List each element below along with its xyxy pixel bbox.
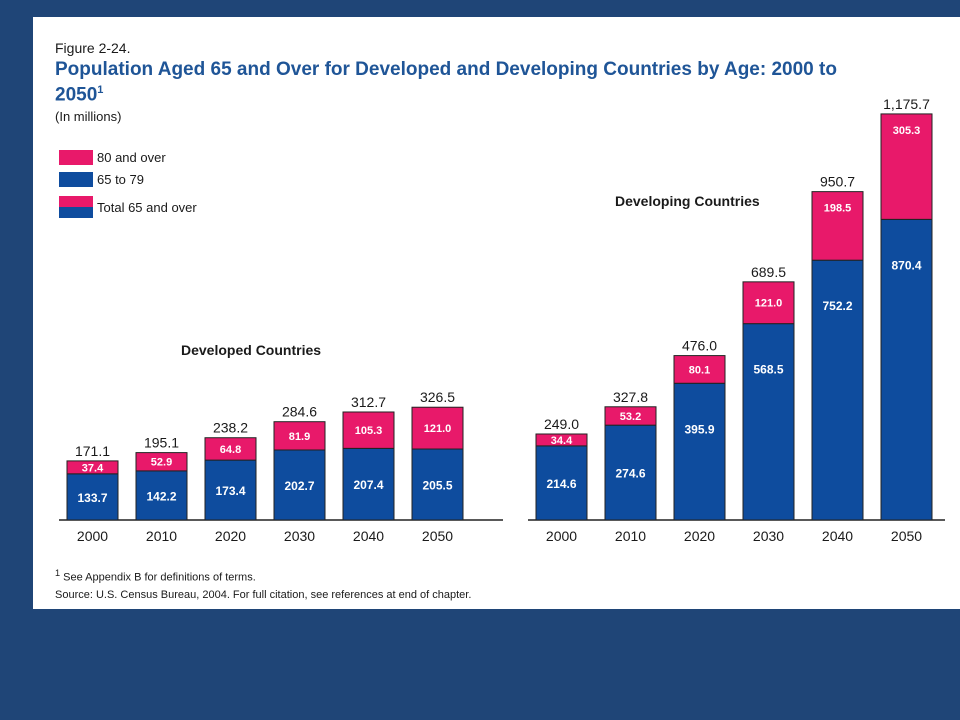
data-label-total: 312.7 [351,394,386,410]
bar-segment-65-to-79 [604,424,657,521]
bar-segment-80-and-over [411,406,464,450]
x-tick-label: 2000 [546,528,577,544]
stacked-bar-chart: Developed Countries 133.7 37.4 171.1 2000 142… [59,96,945,544]
data-label-65-to-79: 202.7 [284,479,314,493]
x-tick-label: 2010 [146,528,177,544]
data-label-80-and-over: 64.8 [220,444,241,456]
data-label-total: 476.0 [682,338,717,354]
units-label: (In millions) [55,109,122,124]
figure-title: Population Aged 65 and Over for Develope… [55,59,885,105]
footnote-text: See Appendix B for definitions of terms. [63,571,256,584]
data-label-65-to-79: 214.6 [546,477,576,491]
legend-item-total: Total 65 and over [59,196,197,218]
data-label-total: 689.5 [751,264,786,280]
legend-swatch-split [59,196,93,218]
footnote-marker: 1 [55,568,61,578]
data-label-total: 249.0 [544,416,579,432]
data-label-80-and-over: 121.0 [755,298,783,310]
data-label-total: 171.1 [75,443,110,459]
legend-item-80-and-over: 80 and over [59,150,166,165]
bar-segment-80-and-over [742,281,795,325]
bar-segment-65-to-79 [673,382,726,521]
data-label-80-and-over: 37.4 [82,462,104,474]
group-label: Developed Countries [181,342,321,358]
data-label-80-and-over: 53.2 [620,411,641,423]
bar-segment-65-to-79 [342,447,395,521]
bar-segment-80-and-over [342,411,395,449]
x-tick-label: 2050 [422,528,453,544]
bar-segment-80-and-over [604,406,657,426]
bar-segment-80-and-over [673,355,726,384]
data-label-65-to-79: 395.9 [684,422,714,436]
figure-label: Figure 2-24. [55,40,131,56]
bar-segment-80-and-over [66,460,119,475]
data-label-total: 195.1 [144,435,179,451]
bar-segment-65-to-79 [742,323,795,521]
data-label-65-to-79: 274.6 [615,467,645,481]
bar-segment-65-to-79 [273,449,326,521]
data-label-65-to-79: 568.5 [753,363,783,377]
data-label-65-to-79: 870.4 [891,258,921,272]
data-label-65-to-79: 205.5 [422,479,452,493]
data-label-80-and-over: 305.3 [893,125,921,137]
x-tick-label: 2040 [353,528,384,544]
bar-segment-80-and-over [811,191,864,261]
source-note: Source: U.S. Census Bureau, 2004. For fu… [55,589,472,601]
data-label-65-to-79: 173.4 [215,484,245,498]
data-label-total: 284.6 [282,404,317,420]
title-superscript: 1 [97,84,104,96]
data-label-total: 1,175.7 [883,96,930,112]
figure-title-text: Population Aged 65 and Over for Develope… [55,59,837,106]
data-label-total: 238.2 [213,420,248,436]
bar-segment-65-to-79 [135,470,188,521]
legend-item-65-to-79: 65 to 79 [59,172,144,187]
data-label-80-and-over: 34.4 [551,435,573,447]
footnote: 1 See Appendix B for definitions of term… [55,568,256,584]
bar-segment-80-and-over [880,113,933,220]
figure-panel: Figure 2-24. Population Aged 65 and Over… [33,17,960,609]
data-label-80-and-over: 80.1 [689,364,710,376]
bar-segment-65-to-79 [411,448,464,521]
data-label-80-and-over: 198.5 [824,203,852,215]
data-label-65-to-79: 207.4 [353,478,383,492]
data-label-total: 327.8 [613,389,648,405]
legend-label: 80 and over [97,150,166,165]
data-label-80-and-over: 121.0 [424,423,452,435]
x-tick-label: 2020 [215,528,246,544]
data-label-65-to-79: 142.2 [146,489,176,503]
x-tick-label: 2000 [77,528,108,544]
legend-label: Total 65 and over [97,199,197,215]
legend-swatch-blue [59,172,93,187]
group-label: Developing Countries [615,193,760,209]
data-label-65-to-79: 752.2 [822,299,852,313]
legend-swatch-pink [59,150,93,165]
x-tick-label: 2040 [822,528,853,544]
data-label-total: 326.5 [420,389,455,405]
data-label-80-and-over: 52.9 [151,457,172,469]
x-tick-label: 2050 [891,528,922,544]
data-label-total: 950.7 [820,174,855,190]
bar-segment-80-and-over [273,421,326,451]
legend-label: 65 to 79 [97,172,144,187]
x-tick-label: 2010 [615,528,646,544]
data-label-65-to-79: 133.7 [77,491,107,505]
bar-segment-80-and-over [535,433,588,447]
x-tick-label: 2030 [284,528,315,544]
x-tick-label: 2030 [753,528,784,544]
data-label-80-and-over: 81.9 [289,431,310,443]
bar-segment-80-and-over [135,452,188,472]
bar-segment-65-to-79 [535,445,588,521]
data-label-80-and-over: 105.3 [355,425,383,437]
bar-segment-65-to-79 [880,218,933,521]
x-tick-label: 2020 [684,528,715,544]
bar-segment-80-and-over [204,437,257,461]
